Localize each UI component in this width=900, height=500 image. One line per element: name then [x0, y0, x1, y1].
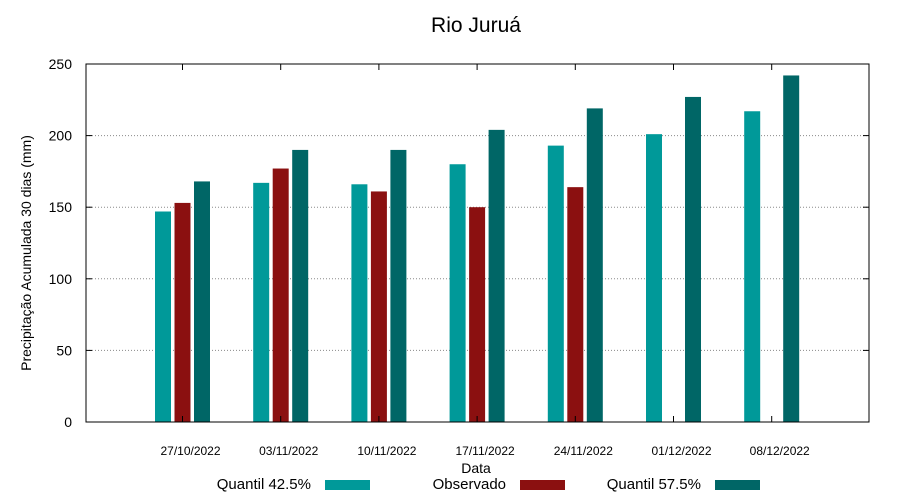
- bar-observado: [567, 187, 584, 422]
- bar-observado: [272, 168, 289, 422]
- chart-title: Rio Juruá: [431, 14, 521, 37]
- bar-quantil-42: [547, 145, 564, 422]
- x-tick-label: 10/11/2022: [357, 444, 416, 458]
- x-tick-label: 03/11/2022: [259, 444, 318, 458]
- bar-quantil-57: [685, 96, 701, 422]
- y-axis-ticks: 0 50 100 150 200 250: [49, 56, 869, 430]
- bar-quantil-57: [783, 75, 800, 423]
- y-tick-label: 0: [64, 414, 72, 430]
- bar-quantil-42: [449, 164, 466, 423]
- bar-observado: [469, 207, 486, 422]
- x-tick-label: 08/12/2022: [750, 444, 810, 458]
- bar-quantil-57: [488, 129, 505, 422]
- y-axis-label: Precipitação Acumulada 30 dias (mm): [18, 135, 34, 371]
- bar-quantil-57: [292, 149, 309, 423]
- legend-label: Quantil 57.5%: [607, 476, 701, 493]
- bar-quantil-57: [586, 108, 603, 422]
- y-tick-label: 150: [49, 199, 73, 215]
- legend-label: Quantil 42.5%: [217, 476, 311, 493]
- legend-swatch: [325, 480, 370, 490]
- x-tick-label: 01/12/2022: [651, 444, 711, 458]
- x-tick-label: 27/10/2022: [160, 444, 220, 458]
- legend: Quantil 42.5% Observado Quantil 57.5%: [217, 476, 760, 493]
- x-tick-label: 24/11/2022: [554, 444, 613, 458]
- bar-observado: [370, 191, 387, 422]
- legend-swatch: [520, 480, 565, 490]
- bar-quantil-57: [194, 181, 210, 422]
- x-axis-ticks: 27/10/2022 03/11/2022 10/11/2022 17/11/2022…: [160, 64, 810, 458]
- bar-observado: [174, 202, 191, 422]
- y-tick-label: 200: [49, 128, 73, 144]
- x-axis-label: Data: [461, 460, 491, 476]
- legend-swatch: [715, 480, 760, 490]
- x-tick-label: 17/11/2022: [456, 444, 515, 458]
- y-tick-label: 100: [49, 271, 73, 287]
- y-tick-label: 50: [56, 342, 72, 358]
- bar-quantil-42: [253, 182, 270, 422]
- bar-quantil-57: [390, 149, 407, 423]
- bar-quantil-42: [351, 184, 368, 422]
- bar-quantil-42: [744, 111, 761, 423]
- legend-label: Observado: [433, 476, 506, 493]
- y-tick-label: 250: [49, 56, 73, 72]
- bar-quantil-42: [155, 211, 171, 422]
- bar-quantil-42: [646, 134, 662, 422]
- bars-group: [155, 75, 800, 423]
